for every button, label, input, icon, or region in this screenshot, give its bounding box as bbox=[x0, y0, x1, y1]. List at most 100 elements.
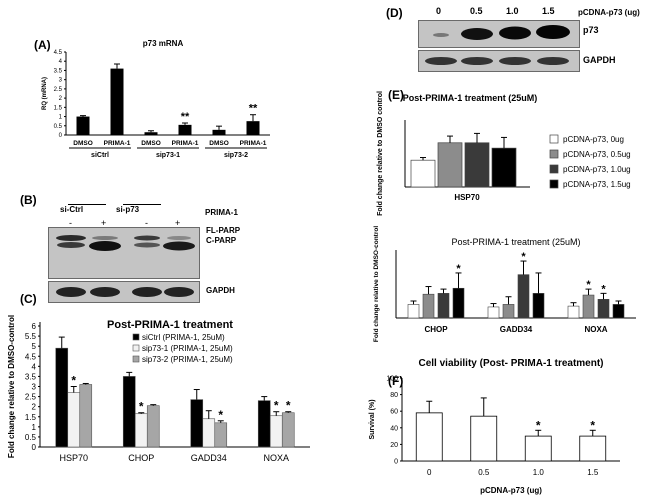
chart-a-ytick-label: 0.5 bbox=[54, 124, 63, 130]
chart-e-bottom-bar bbox=[452, 287, 465, 319]
chart-e-bottom-category-label: CHOP bbox=[424, 325, 448, 334]
chart-e-bottom-bar bbox=[567, 305, 580, 319]
panel-label-d: (D) bbox=[386, 6, 403, 20]
chart-a-significance: ** bbox=[249, 103, 258, 115]
chart-e-bottom-bar bbox=[487, 306, 500, 319]
chart-e-bottom-bar bbox=[582, 294, 595, 319]
chart-c-legend-label: siCtrl (PRIMA-1, 25uM) bbox=[142, 333, 225, 342]
chart-c-ytick-label: 3 bbox=[32, 383, 37, 392]
chart-f-category-label: 0 bbox=[427, 468, 432, 477]
chart-c-ytick-label: 4 bbox=[32, 362, 37, 371]
chart-c-bar bbox=[134, 413, 148, 448]
chart-c-ytick-label: 5 bbox=[32, 342, 37, 351]
chart-f-ylabel: Survival (%) bbox=[369, 399, 376, 439]
chart-a-bar bbox=[144, 132, 158, 135]
chart-a-treatment-label: DMSO bbox=[73, 140, 93, 147]
chart-e-bottom-bar bbox=[502, 304, 515, 319]
chart-c-bar bbox=[146, 405, 160, 448]
chart-c-bar bbox=[202, 418, 216, 448]
chart-c-legend-swatch bbox=[132, 344, 140, 352]
chart-c-bar bbox=[269, 415, 283, 448]
blot-b-parp bbox=[48, 227, 200, 279]
blot-b-bracket-2 bbox=[123, 204, 161, 205]
blot-d-dose-3: 1.0 bbox=[506, 6, 519, 16]
chart-c-category-label: CHOP bbox=[128, 453, 154, 463]
panel-label-b: (B) bbox=[20, 193, 37, 207]
blot-b-sign-4: + bbox=[175, 218, 181, 228]
chart-a-group-label: siCtrl bbox=[91, 152, 109, 159]
chart-e-bottom-significance: * bbox=[586, 279, 591, 291]
blot-b-gapdh bbox=[48, 281, 200, 303]
chart-a-bar bbox=[178, 124, 192, 135]
chart-f-bar bbox=[470, 415, 498, 462]
chart-e-bottom-title: Post-PRIMA-1 treatment (25uM) bbox=[451, 237, 580, 247]
chart-f: Cell viability (Post- PRIMA-1 treatment)… bbox=[369, 358, 620, 495]
chart-c-ytick-label: 2 bbox=[32, 403, 37, 412]
blot-b-loading: GAPDH bbox=[206, 286, 235, 295]
chart-c-category-label: NOXA bbox=[263, 453, 289, 463]
chart-a-ytick-label: 2.5 bbox=[54, 87, 63, 93]
chart-e-top-bar bbox=[437, 142, 463, 188]
chart-f-category-label: 1.5 bbox=[587, 468, 599, 477]
chart-e-bottom-bar bbox=[437, 293, 450, 319]
blot-d-p73 bbox=[418, 20, 580, 48]
chart-c-legend-label: sip73-1 (PRIMA-1, 25uM) bbox=[142, 344, 233, 353]
chart-a-ytick-label: 3.5 bbox=[54, 68, 63, 74]
chart-f-title: Cell viability (Post- PRIMA-1 treatment) bbox=[418, 358, 603, 369]
chart-c-category-label: HSP70 bbox=[59, 453, 88, 463]
chart-c-bar bbox=[281, 412, 295, 448]
chart-a-ytick-label: 3 bbox=[59, 78, 63, 84]
chart-c-significance: * bbox=[71, 374, 76, 388]
chart-a-treatment-label: PRIMA-1 bbox=[240, 140, 267, 147]
chart-e-legend-swatch bbox=[549, 164, 559, 174]
chart-c-significance: * bbox=[274, 399, 279, 413]
blot-b-sign-2: + bbox=[101, 218, 107, 228]
chart-a-ylabel: RQ (mRNA) bbox=[42, 77, 48, 110]
chart-c-legend-swatch bbox=[132, 333, 140, 341]
chart-f-ytick-label: 80 bbox=[390, 392, 398, 399]
chart-c: Post-PRIMA-1 treatment 00.511.522.53 3.544… bbox=[7, 315, 310, 463]
chart-a: p73 mRNA 0 0.5 1 1.5 2 2.5 3 3.5 4 4.5 RQ (mRNA) DMS… bbox=[42, 39, 270, 159]
chart-a-ytick-label: 0 bbox=[59, 133, 63, 139]
chart-c-significance: * bbox=[286, 399, 291, 413]
blot-b-treatment: PRIMA-1 bbox=[205, 208, 238, 217]
chart-e-top-category-label: HSP70 bbox=[454, 193, 480, 202]
blot-d-band-1: p73 bbox=[583, 25, 599, 35]
chart-a-ytick-label: 1 bbox=[59, 115, 63, 121]
chart-e-bottom-category-label: GADD34 bbox=[500, 325, 533, 334]
chart-e-top-bar bbox=[491, 147, 517, 188]
blot-d-title: pCDNA-p73 (ug) bbox=[578, 8, 640, 17]
chart-a-treatment-label: PRIMA-1 bbox=[172, 140, 199, 147]
chart-f-bar bbox=[415, 412, 443, 462]
panel-label-e: (E) bbox=[388, 88, 404, 102]
chart-c-legend-label: sip73-2 (PRIMA-1, 25uM) bbox=[142, 355, 233, 364]
chart-e-legend-swatch bbox=[549, 149, 559, 159]
chart-c-bar bbox=[190, 399, 204, 448]
chart-c-ytick-label: 2.5 bbox=[25, 393, 37, 402]
blot-d-loading: GAPDH bbox=[583, 55, 616, 65]
chart-c-ytick-label: 0.5 bbox=[25, 433, 37, 442]
chart-e-top-title: Post-PRIMA-1 treatment (25uM) bbox=[403, 93, 538, 103]
panel-label-a: (A) bbox=[34, 38, 51, 52]
chart-c-legend-swatch bbox=[132, 355, 140, 363]
chart-f-ytick-label: 20 bbox=[390, 442, 398, 449]
blot-d-dose-1: 0 bbox=[436, 6, 442, 16]
chart-a-significance: ** bbox=[181, 111, 190, 123]
chart-c-title: Post-PRIMA-1 treatment bbox=[107, 319, 233, 331]
blot-b-sign-3: - bbox=[145, 218, 148, 228]
blot-b-group-1: si-Ctrl bbox=[60, 205, 84, 214]
chart-c-bar bbox=[257, 400, 271, 448]
chart-e-top-bar bbox=[410, 159, 436, 188]
chart-c-ytick-label: 3.5 bbox=[25, 372, 37, 381]
chart-a-treatment-label: DMSO bbox=[141, 140, 161, 147]
chart-a-title: p73 mRNA bbox=[143, 39, 184, 48]
blot-b-bracket-1 bbox=[68, 204, 106, 205]
chart-f-bar bbox=[524, 435, 552, 462]
chart-a-ytick-label: 4 bbox=[59, 59, 63, 65]
chart-c-ytick-label: 0 bbox=[32, 443, 37, 452]
chart-f-ytick-label: 60 bbox=[390, 409, 398, 416]
chart-e-legend-swatch bbox=[549, 134, 559, 144]
chart-f-significance: * bbox=[590, 418, 595, 432]
chart-c-bar bbox=[214, 422, 228, 448]
chart-f-category-label: 0.5 bbox=[478, 468, 490, 477]
